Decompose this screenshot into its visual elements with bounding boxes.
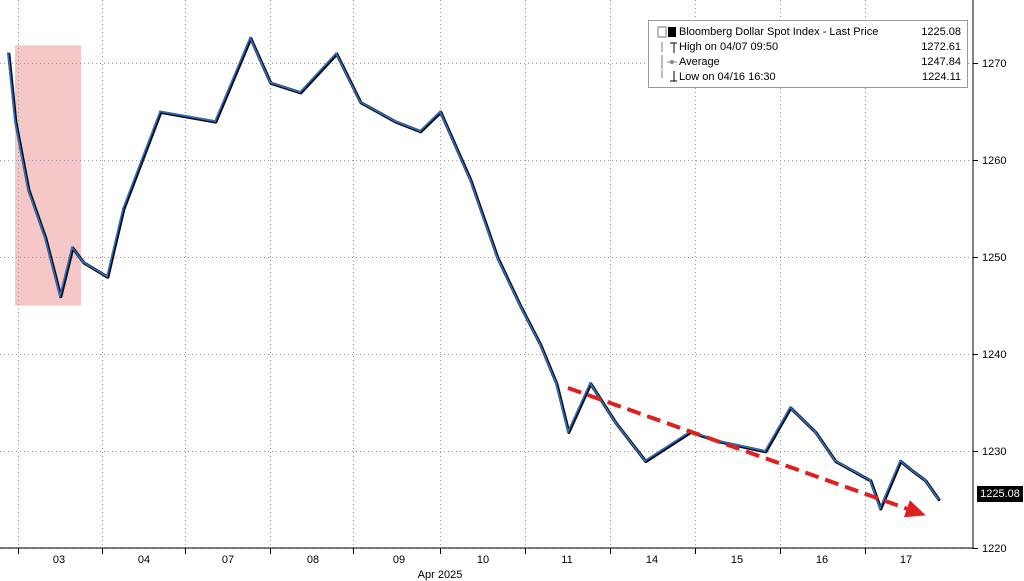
y-tick-label: 1260 bbox=[982, 155, 1006, 167]
legend-average-label: Average bbox=[679, 56, 720, 68]
price-point bbox=[158, 110, 162, 113]
price-point bbox=[936, 497, 940, 500]
price-point bbox=[643, 459, 647, 462]
price-point bbox=[910, 469, 914, 472]
legend-low-label: Low on 04/16 16:30 bbox=[679, 71, 776, 83]
price-point bbox=[121, 207, 125, 210]
price-point bbox=[763, 449, 767, 453]
price-line bbox=[7, 36, 939, 509]
series-swatch-icon bbox=[657, 25, 677, 39]
price-point bbox=[833, 459, 837, 462]
average-marker-icon bbox=[657, 55, 677, 69]
y-tick-label: 1240 bbox=[982, 349, 1006, 361]
price-point bbox=[43, 236, 47, 239]
chart-legend: Bloomberg Dollar Spot Index - Last Price… bbox=[648, 20, 968, 88]
x-tick-label: 14 bbox=[646, 554, 658, 566]
legend-title: Bloomberg Dollar Spot Index - Last Price bbox=[679, 26, 879, 38]
y-tick-label: 1230 bbox=[982, 446, 1006, 458]
legend-title-value: 1225.08 bbox=[921, 26, 961, 38]
price-point bbox=[554, 382, 558, 385]
x-tick-label: 15 bbox=[731, 554, 743, 566]
legend-high-value: 1272.61 bbox=[921, 41, 961, 53]
legend-row-low: Low on 04/16 16:30 1224.11 bbox=[653, 70, 961, 84]
last-price-tag: 1225.08 bbox=[977, 486, 1023, 502]
price-point bbox=[105, 275, 109, 278]
price-point bbox=[213, 120, 217, 123]
y-tick-label: 1220 bbox=[982, 543, 1006, 555]
price-point bbox=[788, 406, 792, 409]
y-axis: 1220 1230 1240 1250 1260 1270 bbox=[973, 58, 1006, 555]
price-point bbox=[298, 91, 302, 94]
y-tick-label: 1250 bbox=[982, 252, 1006, 264]
x-tick-label: 17 bbox=[900, 554, 912, 566]
x-tick-label: 09 bbox=[393, 554, 405, 566]
price-point bbox=[268, 81, 272, 84]
price-point bbox=[613, 420, 617, 423]
x-tick-label: 03 bbox=[53, 554, 65, 566]
x-tick-label: 11 bbox=[561, 554, 572, 566]
price-line-layer bbox=[6, 36, 941, 511]
x-axis: 03 04 07 08 09 10 11 14 15 16 17 bbox=[18, 548, 912, 566]
price-point bbox=[418, 129, 422, 132]
x-tick-label: 10 bbox=[477, 554, 489, 566]
price-point bbox=[6, 52, 10, 55]
high-marker-icon bbox=[657, 40, 678, 54]
x-tick-label: 04 bbox=[138, 554, 150, 566]
price-point bbox=[468, 178, 472, 181]
price-point bbox=[538, 343, 542, 346]
price-point bbox=[566, 430, 570, 433]
trend-arrow-head bbox=[903, 500, 926, 518]
price-point bbox=[13, 120, 17, 123]
price-point bbox=[81, 260, 85, 263]
trend-arrow-layer bbox=[567, 386, 926, 518]
price-point bbox=[923, 479, 927, 482]
y-tick-label: 1270 bbox=[982, 58, 1006, 70]
price-point bbox=[393, 120, 397, 123]
low-marker-icon bbox=[657, 70, 678, 84]
price-point bbox=[58, 294, 62, 297]
price-point bbox=[334, 52, 338, 55]
legend-row-title: Bloomberg Dollar Spot Index - Last Price… bbox=[653, 25, 961, 39]
price-point bbox=[495, 255, 499, 259]
x-axis-label: Apr 2025 bbox=[418, 569, 463, 581]
grid-layer bbox=[0, 0, 973, 549]
price-point bbox=[26, 188, 30, 191]
price-point bbox=[588, 382, 592, 385]
price-point bbox=[518, 304, 522, 307]
legend-row-high: High on 04/07 09:50 1272.61 bbox=[653, 40, 961, 54]
price-point bbox=[878, 507, 882, 510]
price-point bbox=[898, 459, 902, 462]
price-point bbox=[868, 479, 872, 482]
price-point bbox=[70, 246, 74, 249]
legend-low-value: 1224.11 bbox=[922, 71, 961, 83]
legend-row-average: Average 1247.84 bbox=[653, 55, 961, 69]
legend-high-label: High on 04/07 09:50 bbox=[679, 41, 779, 53]
price-line-shadow bbox=[7, 36, 941, 511]
x-tick-label: 08 bbox=[307, 554, 319, 566]
price-point bbox=[438, 110, 442, 113]
price-point bbox=[358, 100, 362, 103]
legend-average-value: 1247.84 bbox=[921, 56, 961, 68]
trend-arrow-shaft bbox=[567, 386, 908, 511]
x-tick-label: 16 bbox=[816, 554, 828, 566]
x-tick-label: 07 bbox=[222, 554, 234, 566]
price-point bbox=[813, 430, 817, 433]
price-point bbox=[248, 36, 252, 39]
